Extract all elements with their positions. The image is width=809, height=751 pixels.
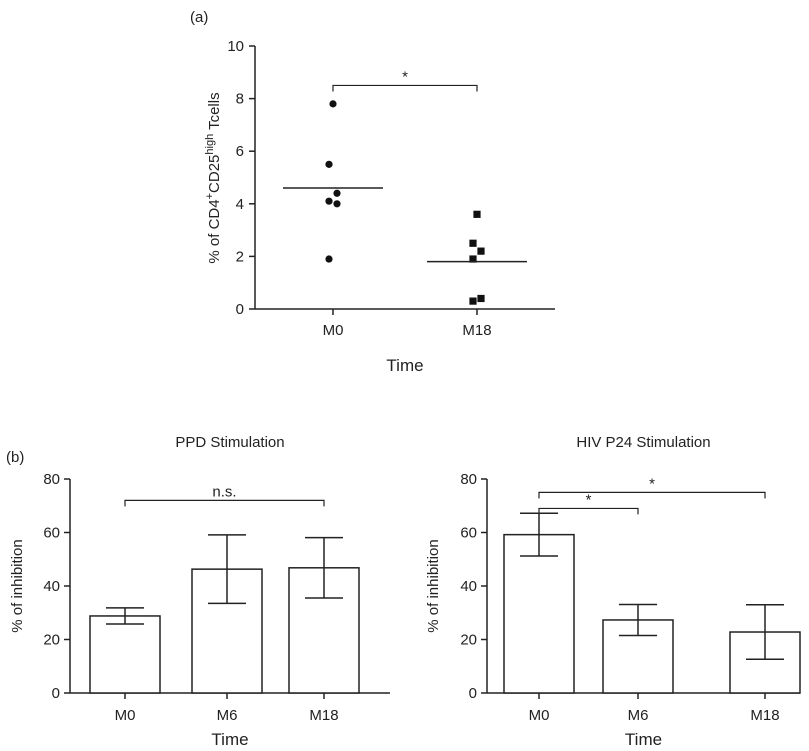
ppd-significance-label: n.s. [212, 483, 236, 500]
hiv-significance-label: * [586, 491, 592, 508]
hiv-y-tick-label: 20 [460, 632, 477, 649]
hiv-y-tick-label: 80 [460, 471, 477, 488]
ppd-y-tick-label: 20 [43, 632, 60, 649]
data-point-square [477, 294, 485, 303]
y-title-sup: + [204, 193, 216, 199]
data-point-square [469, 255, 477, 263]
panel-label-a: (a) [190, 9, 208, 26]
hiv-chart-title: HIV P24 Stimulation [576, 434, 710, 451]
x-tick-label: M18 [462, 322, 491, 339]
hiv-bar [503, 533, 575, 694]
hiv-x-axis-title: Time [625, 730, 662, 749]
data-point-square [469, 297, 477, 305]
y-tick-label: 0 [236, 301, 244, 318]
ppd-x-tick-label: M18 [309, 707, 338, 724]
data-point-circle [333, 189, 341, 197]
hiv-significance-label: * [649, 475, 655, 492]
y-tick-label: 2 [236, 248, 244, 265]
ppd-bar [89, 615, 161, 694]
data-point-circle [325, 160, 333, 168]
hiv-significance-bracket [538, 507, 639, 515]
data-point-square [469, 239, 477, 247]
hiv-x-tick-label: M18 [750, 707, 779, 724]
ppd-y-tick-label: 80 [43, 471, 60, 488]
y-tick-label: 6 [236, 143, 244, 160]
data-point-circle [325, 197, 333, 205]
ppd-y-tick-label: 60 [43, 525, 60, 542]
ppd-y-tick-label: 0 [52, 685, 60, 702]
y-title-sup: high [204, 134, 216, 155]
ppd-x-axis-title: Time [211, 730, 248, 749]
y-tick-label: 10 [227, 38, 244, 55]
hiv-x-tick-label: M0 [529, 707, 550, 724]
y-axis-title: % of CD4+CD25high Tcells [204, 92, 223, 263]
x-tick-label: M0 [323, 322, 344, 339]
ppd-chart-title: PPD Stimulation [175, 434, 284, 451]
chart-b-ppd-bar: 0 20 40 60 80 M0 M6 M18 Time % of inhibition PPD S… [9, 434, 390, 749]
data-point-square [477, 247, 485, 255]
hiv-y-tick-label: 40 [460, 578, 477, 595]
x-axis-title: Time [386, 356, 423, 375]
hiv-significance-bracket [538, 491, 766, 499]
panel-label-b: (b) [6, 449, 24, 466]
hiv-y-tick-label: 60 [460, 525, 477, 542]
y-title-part: Tcells [206, 92, 223, 133]
chart-a-scatter: 0 2 4 6 8 10 M0 M18 Time % of CD4+CD25high Tcells… [204, 38, 555, 375]
hiv-y-tick-label: 0 [469, 685, 477, 702]
ppd-significance-bracket [124, 499, 325, 507]
data-point-circle [325, 255, 333, 263]
data-point-circle [333, 200, 341, 208]
significance-label: * [402, 68, 408, 85]
y-title-part: CD25 [206, 155, 223, 193]
significance-bracket [332, 84, 478, 92]
y-tick-label: 8 [236, 91, 244, 108]
ppd-y-tick-label: 40 [43, 578, 60, 595]
y-title-part: % of CD4 [206, 199, 223, 263]
ppd-y-axis-title: % of inhibition [9, 539, 26, 632]
ppd-x-tick-label: M0 [115, 707, 136, 724]
y-tick-label: 4 [236, 196, 244, 213]
chart-b-hiv-bar: 0 20 40 60 80 M0 M6 M18 Time % of inhibition HIV P… [425, 434, 801, 749]
hiv-x-tick-label: M6 [628, 707, 649, 724]
ppd-x-tick-label: M6 [217, 707, 238, 724]
data-point-circle [329, 100, 337, 108]
data-point-square [473, 210, 481, 218]
hiv-y-axis-title: % of inhibition [425, 539, 442, 632]
